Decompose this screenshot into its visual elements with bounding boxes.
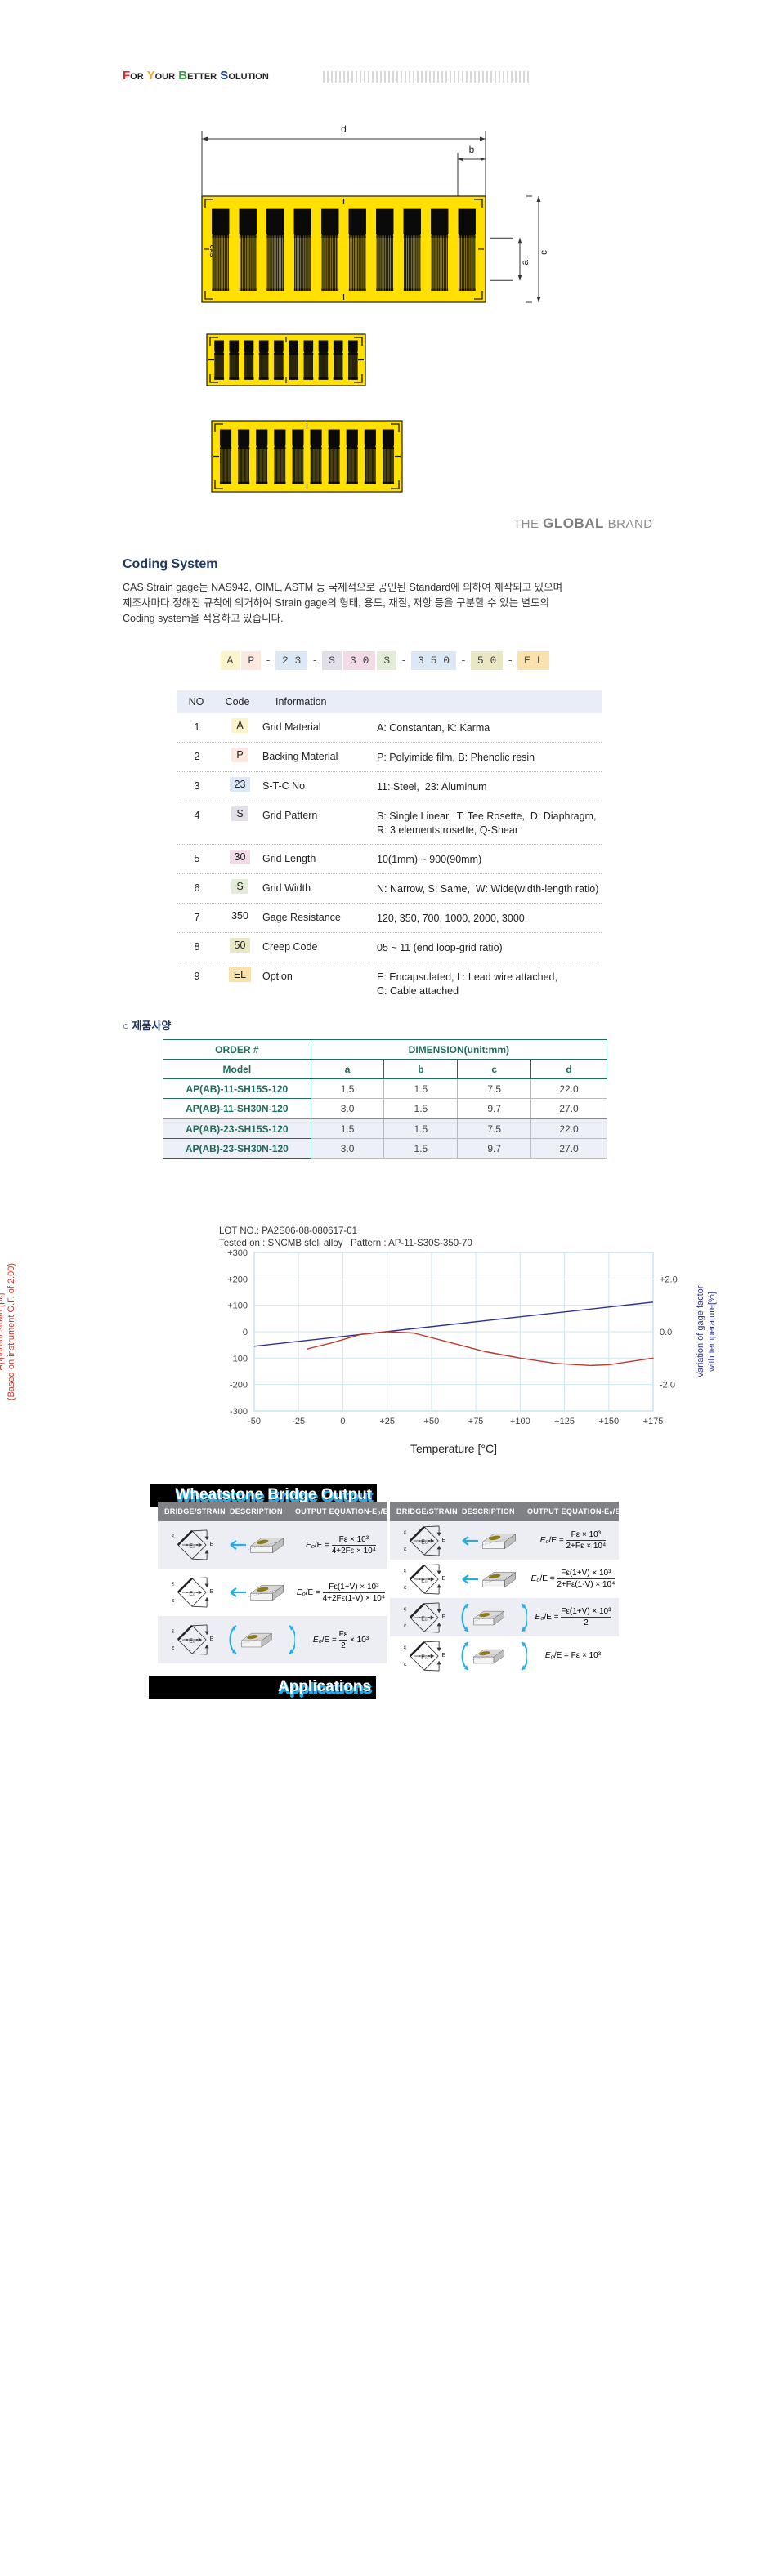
svg-text:E: E [210,1587,213,1595]
svg-text:E: E [442,1535,445,1542]
svg-text:d: d [341,123,347,135]
svg-text:ε: ε [404,1605,407,1612]
svg-text:+100: +100 [227,1301,248,1311]
svg-text:ε: ε [404,1545,407,1552]
svg-text:+100: +100 [510,1417,530,1426]
svg-text:b: b [469,144,475,155]
svg-text:+200: +200 [227,1275,248,1284]
svg-text:ε: ε [404,1643,407,1650]
svg-text:E₀: E₀ [189,1543,195,1549]
svg-text:ε: ε [172,1627,175,1634]
svg-text:-Vε: -Vε [404,1583,407,1591]
svg-text:-300: -300 [230,1407,248,1417]
svg-text:ε: ε [172,1579,175,1587]
svg-text:E: E [210,1635,213,1642]
svg-text:+300: +300 [227,1248,248,1258]
svg-text:+25: +25 [379,1417,395,1426]
svg-text:+75: +75 [468,1417,484,1426]
svg-text:-25: -25 [292,1417,305,1426]
svg-text:E: E [210,1540,213,1547]
svg-text:ε: ε [404,1566,407,1574]
svg-text:ε: ε [404,1528,407,1535]
svg-text:E₀: E₀ [421,1578,428,1583]
svg-text:+150: +150 [598,1417,619,1426]
svg-text:a: a [519,260,530,266]
svg-text:+50: +50 [424,1417,440,1426]
svg-text:+125: +125 [554,1417,575,1426]
svg-text:-200: -200 [230,1381,248,1391]
svg-text:-50: -50 [248,1417,261,1426]
svg-text:c: c [538,250,549,255]
svg-text:E: E [442,1612,445,1619]
svg-text:-ε: -ε [172,1644,175,1651]
svg-text:E₀: E₀ [421,1539,428,1545]
svg-text:0: 0 [243,1328,248,1337]
svg-text:+2.0: +2.0 [660,1275,678,1284]
svg-text:E: E [442,1650,445,1658]
svg-text:E₀: E₀ [421,1616,428,1622]
svg-text:E₀: E₀ [421,1654,428,1660]
svg-text:E: E [442,1574,445,1581]
svg-text:-100: -100 [230,1354,248,1364]
svg-text:0: 0 [340,1417,345,1426]
svg-text:-ε: -ε [404,1622,407,1629]
svg-text:+175: +175 [643,1417,664,1426]
svg-text:0.0: 0.0 [660,1328,672,1337]
svg-text:E₀: E₀ [189,1638,195,1644]
svg-text:ε: ε [172,1532,175,1539]
svg-text:-Vε: -Vε [172,1596,175,1604]
svg-text:ε: ε [404,1660,407,1667]
svg-text:-2.0: -2.0 [660,1381,675,1391]
svg-text:E₀: E₀ [189,1591,195,1596]
